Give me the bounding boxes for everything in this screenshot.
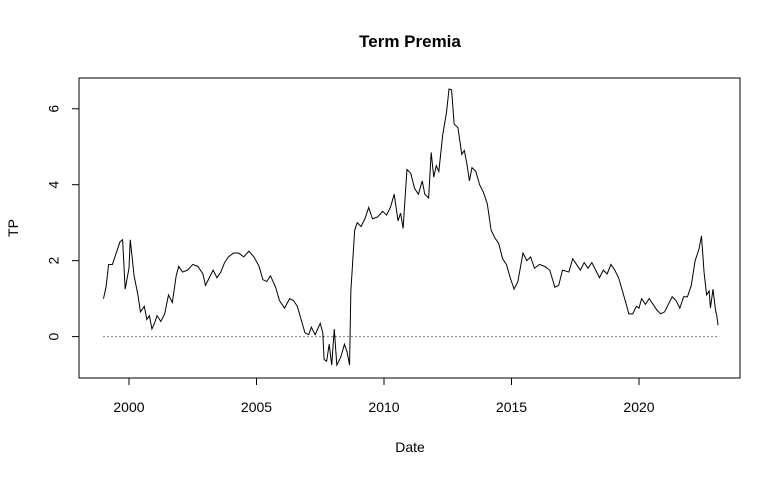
x-tick-label: 2000 [113, 399, 144, 415]
data-line [102, 88, 719, 367]
y-tick-label: 4 [46, 181, 62, 189]
x-tick-label: 2010 [368, 399, 399, 415]
y-axis-label: TP [5, 219, 21, 237]
x-tick-label: 2020 [623, 399, 654, 415]
x-tick-label: 2015 [496, 399, 527, 415]
x-tick-label: 2005 [241, 399, 272, 415]
x-axis-label: Date [395, 439, 425, 455]
chart-title: Term Premia [359, 32, 461, 51]
y-tick-label: 0 [46, 333, 62, 341]
plot-frame [78, 77, 741, 379]
y-tick-label: 2 [46, 257, 62, 265]
y-tick-label: 6 [46, 105, 62, 113]
